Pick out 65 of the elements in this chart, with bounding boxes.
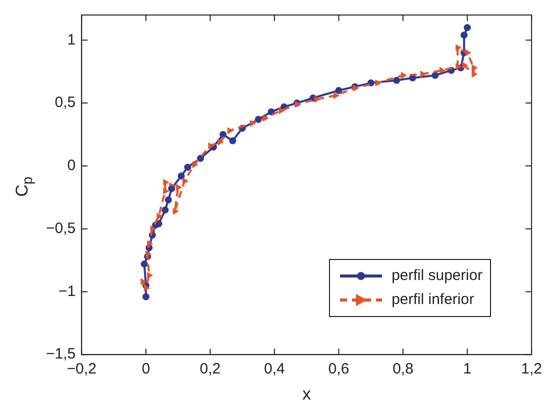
point <box>218 138 224 146</box>
point <box>432 72 439 79</box>
point <box>262 115 268 122</box>
point <box>254 116 262 123</box>
legend-label: perfil superior <box>392 267 482 284</box>
x-tick-label: −0,2 <box>66 360 96 378</box>
y-tick-label: −0,5 <box>46 220 76 237</box>
y-tick-label: −1 <box>58 282 76 300</box>
x-tick-label: 0 <box>142 360 150 378</box>
legend-label: perfil inferior <box>392 291 474 308</box>
x-tick-label: 0,6 <box>328 360 350 378</box>
point <box>472 71 478 78</box>
point <box>472 64 478 71</box>
point <box>147 272 153 278</box>
point <box>456 44 462 51</box>
point <box>168 185 176 192</box>
x-tick-label: 0,4 <box>264 360 285 378</box>
point <box>462 62 468 68</box>
x-tick-label: 0,2 <box>200 360 221 378</box>
x-tick-label: 1,2 <box>521 360 542 378</box>
point <box>278 107 284 114</box>
point <box>140 260 148 268</box>
point <box>464 24 471 32</box>
point <box>162 206 169 214</box>
point <box>156 213 162 220</box>
point <box>367 79 374 86</box>
point <box>150 226 156 232</box>
y-tick-label: −1,5 <box>46 346 76 363</box>
point <box>208 142 214 149</box>
point <box>147 240 153 248</box>
point <box>456 63 462 70</box>
point <box>334 92 340 99</box>
point <box>314 96 320 102</box>
point <box>140 278 146 285</box>
point <box>393 76 400 84</box>
y-tick-label: 0 <box>67 157 76 174</box>
point <box>144 284 150 292</box>
point <box>440 67 446 74</box>
point <box>178 172 185 180</box>
point <box>163 179 169 186</box>
y-tick-label: 1 <box>67 31 76 48</box>
point <box>420 71 426 78</box>
point <box>142 293 150 300</box>
point <box>164 196 172 204</box>
point <box>184 164 192 171</box>
point <box>401 72 407 78</box>
point <box>172 208 178 214</box>
x-axis-title: x <box>302 384 312 404</box>
x-tick-label: 1 <box>463 360 472 378</box>
point <box>192 162 198 168</box>
point <box>335 86 342 94</box>
point <box>220 130 227 138</box>
point <box>163 188 169 194</box>
point <box>229 137 236 144</box>
point <box>227 128 233 134</box>
y-tick-label: 0,5 <box>54 94 76 112</box>
point <box>375 80 381 86</box>
point <box>250 120 256 126</box>
point <box>176 184 182 190</box>
point <box>460 32 468 39</box>
point <box>465 50 471 56</box>
point <box>182 178 188 184</box>
x-tick-label: 0,8 <box>392 360 414 378</box>
point <box>197 154 204 162</box>
point <box>146 250 151 258</box>
